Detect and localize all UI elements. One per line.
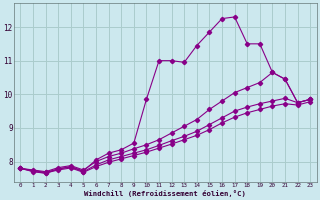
X-axis label: Windchill (Refroidissement éolien,°C): Windchill (Refroidissement éolien,°C) <box>84 190 246 197</box>
